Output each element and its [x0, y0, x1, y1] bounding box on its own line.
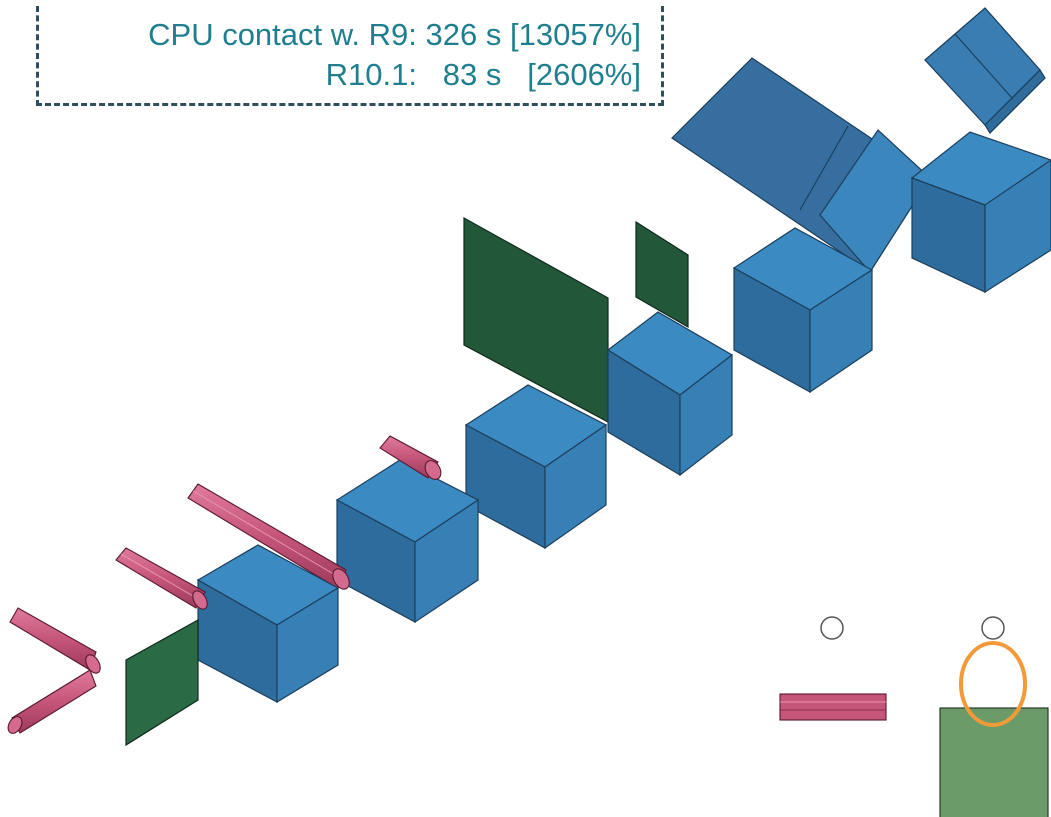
cube-7: [606, 311, 734, 477]
left-green-plate: [125, 618, 199, 747]
r9-line: CPU contact w. R9: 326 s [13057%]: [148, 19, 641, 50]
medium-cylinder: [115, 547, 208, 610]
r10-label: R10.1:: [325, 57, 417, 92]
cube-9: [910, 131, 1051, 294]
r9-percent: [13057%]: [510, 17, 641, 52]
highlight-ring: [959, 641, 1027, 727]
cpu-contact-annotation: CPU contact w. R9: 326 s [13057%] R10.1:…: [36, 6, 664, 106]
tilted-small-box: [924, 7, 1046, 134]
cube-6: [464, 384, 608, 550]
r9-time: 326 s: [425, 17, 502, 52]
flat-pink-bar: [779, 693, 887, 721]
cube-4: [196, 544, 340, 704]
long-cylinder: [187, 483, 350, 590]
r9-label: CPU contact w. R9:: [148, 17, 417, 52]
r10-time: 83 s: [442, 57, 502, 92]
cube-8: [732, 227, 874, 394]
bent-cylinder: [7, 607, 101, 734]
r10-percent: [2606%]: [527, 57, 641, 92]
short-cylinder: [379, 435, 442, 480]
cube-5: [335, 459, 480, 624]
r10-line: R10.1: 83 s [2606%]: [326, 59, 641, 90]
marker-circle-right: [981, 616, 1005, 640]
marker-circle-left: [820, 616, 844, 640]
small-green-plate: [635, 220, 689, 329]
